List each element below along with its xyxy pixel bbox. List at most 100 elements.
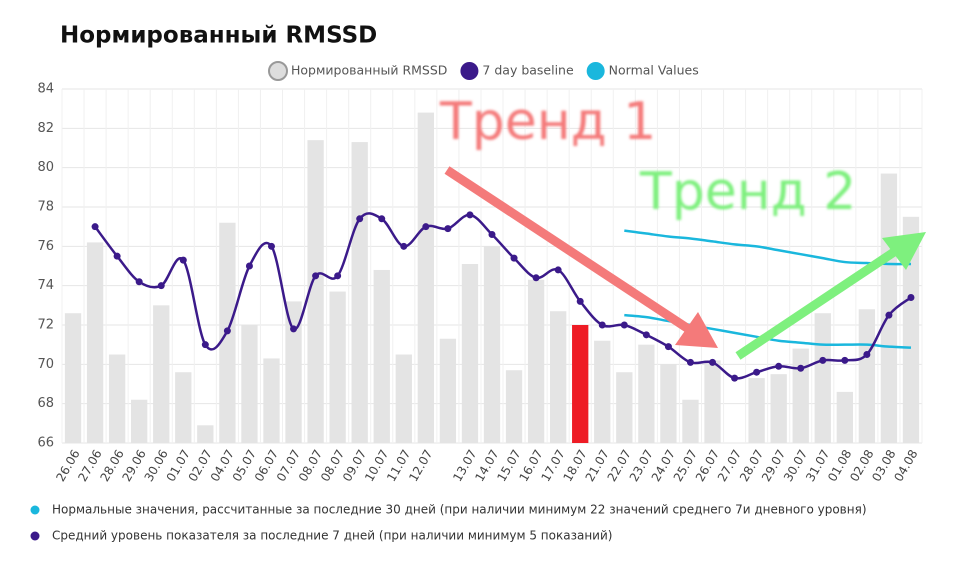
baseline-line-point: [686, 358, 694, 366]
bar: [660, 364, 677, 443]
y-tick-label: 72: [37, 318, 54, 333]
footnote: Средний уровень показателя за последние …: [52, 529, 612, 543]
bar: [483, 246, 501, 443]
baseline-line-point: [554, 266, 562, 274]
arrow-shaft: [444, 166, 693, 334]
bar: [505, 370, 523, 443]
baseline-line-point: [312, 272, 320, 280]
bar: [616, 372, 633, 443]
baseline-line-point: [576, 297, 584, 305]
bar: [902, 216, 920, 443]
bar: [638, 344, 655, 443]
footnote: Нормальные значения, рассчитанные за пос…: [52, 503, 867, 517]
baseline-line-point: [841, 356, 849, 364]
baseline-line-point: [267, 242, 275, 250]
baseline-line-point: [378, 215, 386, 223]
baseline-line-point: [510, 254, 518, 262]
bar: [241, 325, 258, 443]
arrow-head: [882, 232, 926, 270]
legend-swatch: [460, 62, 479, 80]
legend-label: Нормированный RMSSD: [291, 63, 447, 78]
legend-swatch: [268, 61, 288, 81]
baseline-line-point: [290, 325, 298, 333]
y-tick-label: 78: [37, 200, 54, 215]
y-tick-label: 84: [37, 82, 54, 97]
legend-label: 7 day baseline: [482, 63, 574, 78]
baseline-line-point: [179, 256, 187, 264]
bar: [86, 242, 104, 443]
annotation: Тренд 2: [639, 162, 856, 222]
y-tick-label: 66: [37, 436, 54, 451]
baseline-line-point: [863, 351, 871, 358]
bar: [373, 269, 390, 443]
baseline-line-point: [334, 272, 342, 280]
bar: [836, 391, 853, 443]
baseline-line-point: [664, 343, 672, 351]
y-tick-label: 68: [37, 396, 54, 411]
baseline-line-point: [775, 362, 783, 370]
bar: [858, 309, 876, 443]
bar: [792, 348, 809, 443]
y-tick-label: 76: [37, 239, 54, 254]
annotation: Тренд 1: [439, 92, 656, 152]
baseline-line-point: [731, 374, 739, 382]
bar: [108, 354, 126, 443]
baseline-line-point: [797, 364, 805, 372]
baseline-line-point: [245, 262, 253, 270]
bar: [307, 140, 324, 443]
legend-item: 7 day baseline: [460, 62, 574, 80]
bar: [263, 358, 280, 443]
baseline-line-point: [819, 356, 827, 364]
baseline-line-point: [223, 327, 231, 335]
baseline-line-point: [113, 252, 121, 260]
bar: [770, 374, 787, 443]
legend-item: Нормированный RMSSD: [268, 61, 447, 81]
bar: [153, 305, 170, 443]
y-tick-label: 70: [37, 357, 54, 372]
bar: [285, 301, 302, 443]
baseline-line-point: [620, 321, 628, 329]
baseline-line-point: [356, 215, 364, 223]
bar: [439, 338, 457, 443]
baseline-line-point: [709, 358, 717, 366]
bar: [329, 291, 346, 443]
bar: [594, 340, 611, 443]
baseline-line-point: [135, 278, 143, 286]
bar: [527, 279, 545, 443]
baseline-line-point: [444, 225, 452, 233]
baseline-line-point: [466, 211, 474, 219]
y-tick-label: 80: [37, 160, 54, 175]
baseline-line-point: [91, 223, 99, 231]
arrow-shaft: [735, 244, 903, 360]
bar: [351, 142, 368, 443]
bar: [682, 399, 699, 443]
baseline-line-point: [753, 368, 761, 376]
baseline-line-point: [157, 282, 165, 290]
footnote-dot: [30, 531, 40, 541]
legend-label: Normal Values: [609, 63, 699, 78]
bar: [197, 425, 214, 443]
baseline-line-point: [598, 321, 606, 329]
bar: [417, 112, 435, 443]
bar: [748, 378, 765, 443]
baseline-line-point: [201, 341, 209, 349]
y-tick-label: 82: [37, 121, 54, 136]
baseline-line-point: [885, 311, 893, 319]
baseline-line-point: [642, 331, 650, 339]
bar: [549, 311, 567, 443]
legend-item: Normal Values: [586, 62, 699, 80]
baseline-line-point: [422, 223, 430, 231]
baseline-line-point: [488, 231, 496, 239]
bar: [814, 313, 831, 443]
bar: [395, 354, 412, 443]
y-tick-label: 74: [37, 278, 54, 293]
footnote-dot: [30, 505, 40, 515]
chart-title: Нормированный RMSSD: [60, 23, 377, 49]
normal-upper: [624, 229, 911, 266]
baseline-line-point: [532, 274, 540, 282]
baseline-line-point: [907, 293, 915, 301]
bar: [175, 372, 192, 443]
legend-swatch: [586, 62, 605, 80]
baseline-line-point: [400, 242, 408, 250]
